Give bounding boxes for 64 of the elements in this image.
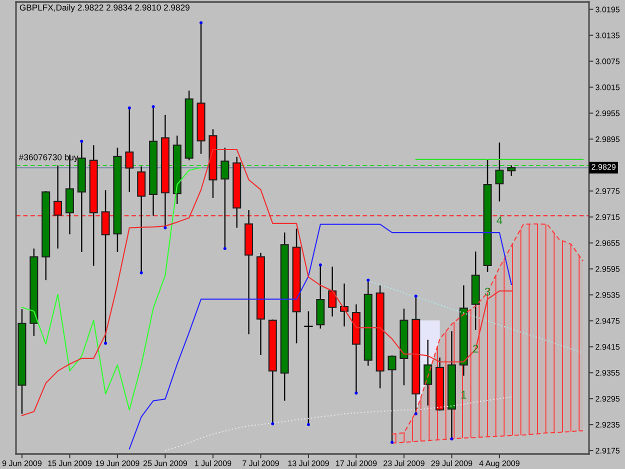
- x-tick-label: 15 Jun 2009: [48, 460, 92, 466]
- line-series: [21, 148, 512, 416]
- x-tick-label: 4 Aug 2009: [479, 460, 520, 468]
- line-series: [391, 430, 584, 444]
- y-tick-label: 2.9475: [596, 318, 620, 324]
- point: [414, 294, 418, 298]
- point: [223, 246, 226, 250]
- y-tick-label: 2.9535: [596, 292, 620, 298]
- point: [318, 263, 322, 267]
- line-series: [128, 224, 512, 450]
- point: [104, 342, 108, 345]
- candlestick: [507, 164, 516, 177]
- point: [140, 271, 143, 274]
- y-tick-label: 3.0075: [596, 58, 620, 64]
- y-tick-label: 2.9235: [596, 422, 620, 428]
- point: [366, 278, 370, 282]
- x-tick-label: 17 Jul 2009: [336, 460, 377, 466]
- y-tick-label: 2.9715: [596, 214, 620, 220]
- x-tick-label: 19 Jun 2009: [96, 460, 140, 466]
- candlestick: [101, 190, 110, 344]
- x-tick-label: 7 Jul 2009: [242, 460, 279, 466]
- point: [450, 437, 454, 440]
- point: [152, 105, 155, 108]
- chart-title: GBPLFX,Daily 2.9822 2.9834 2.9810 2.9829: [20, 4, 190, 12]
- y-tick-label: 2.9175: [596, 448, 620, 454]
- y-tick-label: 3.0195: [596, 6, 620, 12]
- y-tick-label: 2.9895: [596, 136, 620, 142]
- annotation: 3: [484, 288, 490, 296]
- ref-line-label: 2.9829: [592, 164, 616, 170]
- candlestick: [495, 142, 504, 202]
- point: [128, 106, 131, 110]
- candlestick: [125, 107, 134, 193]
- line-series: [368, 280, 584, 354]
- x-tick-label: 25 Jun 2009: [143, 460, 188, 466]
- candlestick: [54, 164, 62, 250]
- x-tick-label: 23 Jul 2009: [384, 460, 424, 466]
- point: [164, 226, 167, 230]
- y-tick-label: 3.0135: [596, 32, 620, 38]
- point: [271, 422, 274, 426]
- y-tick-label: 2.9295: [596, 396, 620, 402]
- candlestick: [388, 354, 396, 443]
- annotation: 4: [496, 216, 502, 224]
- x-tick-label: 9 Jun 2009: [2, 460, 42, 466]
- y-tick-label: 2.9415: [596, 344, 620, 350]
- y-tick-label: 2.9355: [596, 370, 620, 376]
- point: [80, 140, 84, 143]
- point: [354, 391, 358, 395]
- y-tick-label: 2.9655: [596, 240, 620, 246]
- y-tick-label: 2.9955: [596, 110, 620, 116]
- y-tick-label: 2.9775: [596, 188, 620, 194]
- point: [306, 423, 310, 426]
- line-series: [21, 167, 202, 410]
- x-tick-label: 1 Jul 2009: [194, 460, 232, 466]
- point: [414, 412, 418, 416]
- point: [390, 440, 394, 444]
- candlestick: [424, 339, 432, 406]
- y-tick-label: 2.9595: [596, 266, 620, 272]
- x-tick-label: 29 Jul 2009: [431, 460, 472, 466]
- candlestick: [220, 147, 230, 250]
- candlestick: [328, 266, 337, 318]
- point: [199, 21, 203, 24]
- candlestick: [304, 310, 313, 426]
- x-tick-label: 13 Jul 2009: [288, 460, 329, 466]
- y-tick-label: 3.0015: [596, 84, 620, 90]
